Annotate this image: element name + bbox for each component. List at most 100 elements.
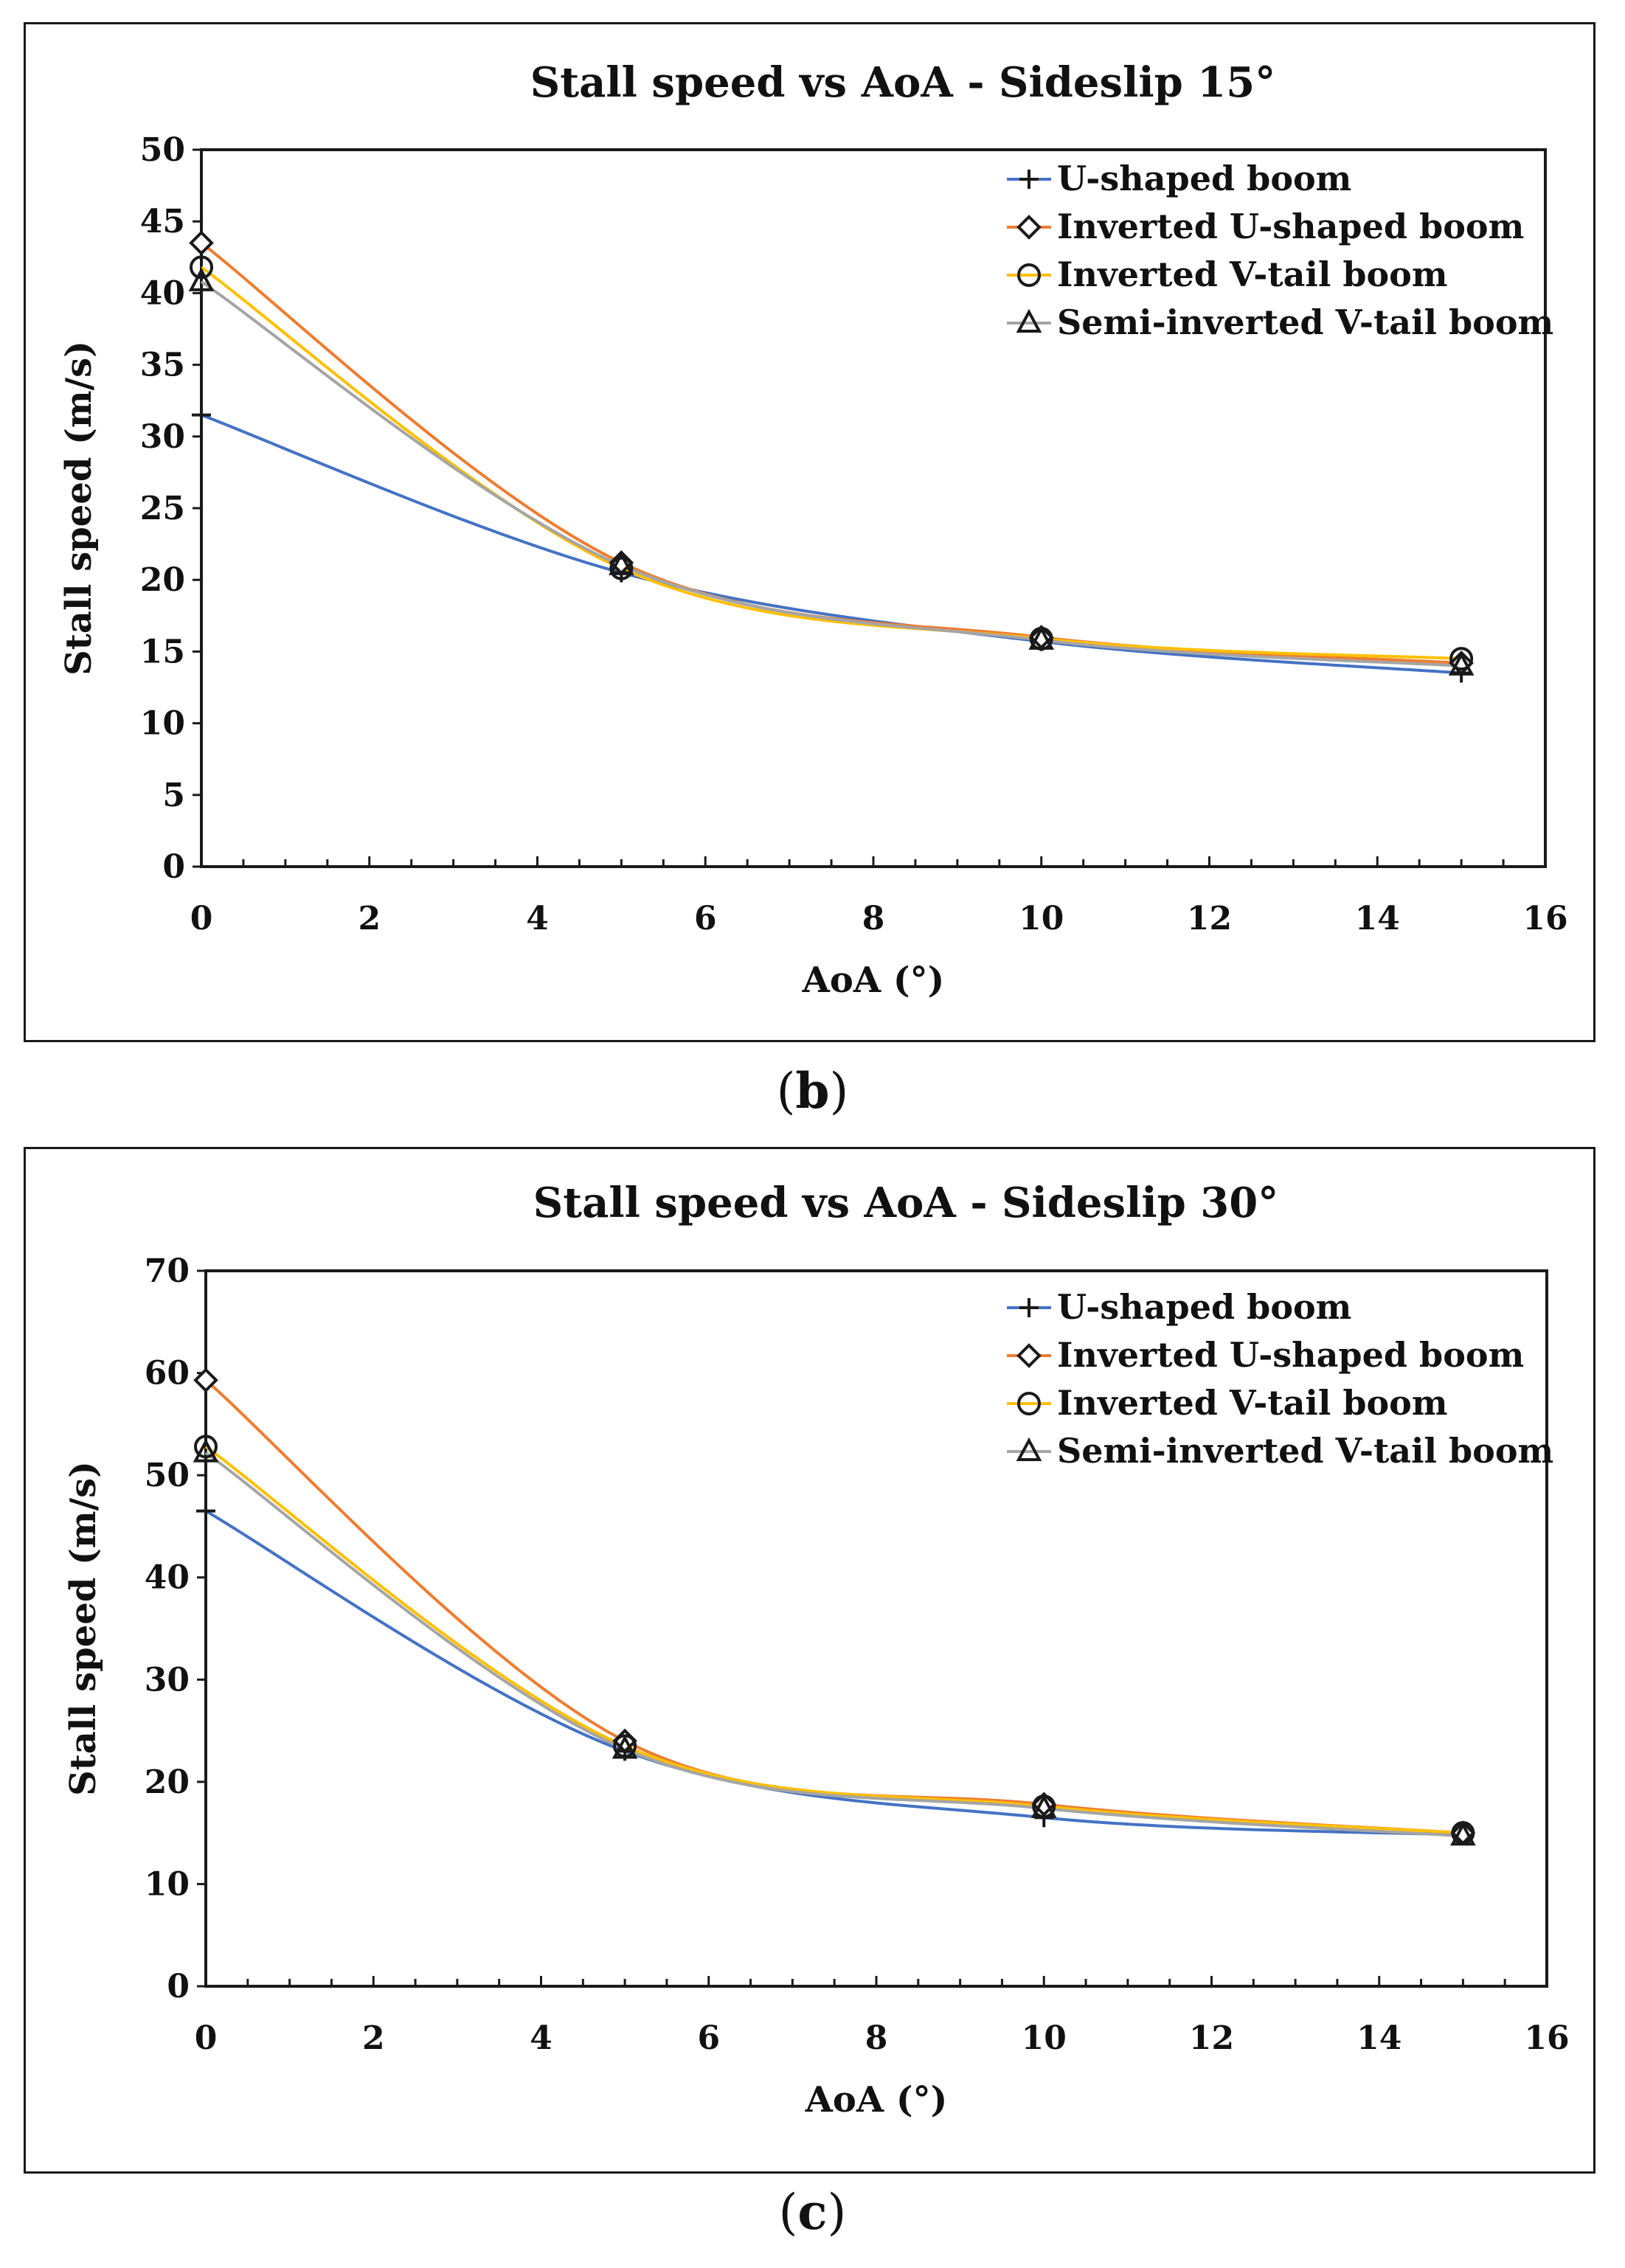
- series-line-1: [205, 1509, 1463, 1837]
- legend-entry-4: Semi-inverted V-tail boom: [1007, 1431, 1553, 1471]
- diamond-marker: [1016, 1343, 1042, 1368]
- x-tick-label: 16: [1522, 900, 1567, 937]
- x-tick-label: 2: [362, 2019, 385, 2057]
- series-line-1: [201, 413, 1462, 675]
- stall-speed-chart-sideslip-30: Stall speed vs AoA - Sideslip 30°0102030…: [63, 1179, 1570, 2120]
- series-line-3: [204, 1445, 1463, 1835]
- triangle-marker: [193, 1438, 219, 1463]
- plot-frame: [204, 1269, 1548, 1988]
- circle-marker: [609, 556, 634, 580]
- legend-entry-1: U-shaped boom: [1007, 159, 1351, 198]
- x-tick-label: 6: [697, 2019, 720, 2057]
- y-tick-label: 35: [140, 347, 185, 384]
- plus-marker: [196, 1501, 215, 1521]
- x-tick-label: 16: [1524, 2019, 1569, 2057]
- y-tick-label: 0: [167, 1968, 190, 2005]
- x-tick-label: 12: [1187, 900, 1232, 937]
- circle-marker: [1017, 1392, 1041, 1415]
- triangle-marker: [1016, 1437, 1042, 1461]
- triangle-marker: [611, 1735, 638, 1759]
- x-tick-label: 0: [195, 2019, 218, 2057]
- chart-title: Stall speed vs AoA - Sideslip 15°: [530, 58, 1275, 107]
- circle-marker: [194, 1435, 218, 1459]
- legend-entry-1: U-shaped boom: [1007, 1287, 1351, 1327]
- series-line-4: [200, 280, 1462, 667]
- plus-marker: [1019, 1298, 1039, 1317]
- series-markers-2: [189, 230, 1474, 676]
- y-tick-label: 50: [140, 131, 185, 169]
- legend-label: Inverted U-shaped boom: [1057, 207, 1524, 246]
- y-tick-label: 20: [140, 561, 185, 599]
- circle-marker: [190, 255, 213, 280]
- y-tick-label: 40: [145, 1559, 190, 1597]
- x-tick-label: 2: [358, 900, 381, 937]
- chart-panel-c: Stall speed vs AoA - Sideslip 30° 0 10 20 30…: [24, 1147, 1595, 2174]
- x-tick-label: 14: [1357, 2019, 1401, 2057]
- y-tick-label: 20: [145, 1764, 190, 1801]
- x-tick-label: 10: [1022, 2019, 1067, 2057]
- legend-label: Inverted V-tail boom: [1057, 254, 1448, 294]
- series-line-4: [204, 1452, 1463, 1838]
- x-tick-label: 12: [1189, 2019, 1234, 2057]
- caption-c: (c): [778, 2183, 847, 2241]
- triangle-marker: [1028, 625, 1055, 650]
- y-tick-label: 25: [140, 490, 185, 527]
- legend-label: U-shaped boom: [1057, 159, 1351, 198]
- series-markers-1: [192, 405, 1472, 683]
- y-tick-label: 30: [145, 1661, 190, 1699]
- legend-label: Inverted V-tail boom: [1057, 1383, 1448, 1423]
- triangle-marker: [1450, 1822, 1476, 1846]
- chart-title: Stall speed vs AoA - Sideslip 30°: [533, 1179, 1278, 1227]
- triangle-marker: [1016, 308, 1042, 333]
- y-tick-label: 30: [140, 418, 185, 456]
- x-tick-label: 10: [1019, 900, 1064, 937]
- x-tick-label: 0: [190, 900, 213, 937]
- x-tick-label: 14: [1355, 900, 1400, 937]
- legend-entry-3: Inverted V-tail boom: [1007, 254, 1448, 294]
- x-tick-label: 8: [865, 2019, 888, 2057]
- y-tick-label: 45: [140, 203, 185, 240]
- legend-entry-2: Inverted U-shaped boom: [1007, 1335, 1524, 1375]
- diamond-marker: [193, 1367, 218, 1393]
- y-tick-label: 70: [145, 1252, 190, 1290]
- y-tick-label: 60: [145, 1355, 190, 1393]
- circle-marker: [1449, 647, 1474, 671]
- y-tick-label: 10: [145, 1865, 190, 1903]
- y-axis-label: Stall speed (m/s): [63, 1461, 104, 1796]
- caption-b: (b): [776, 1062, 849, 1120]
- stall-speed-chart-sideslip-15: Stall speed vs AoA - Sideslip 15° 0 5 10 15 2…: [58, 58, 1568, 1001]
- legend-entry-2: Inverted U-shaped boom: [1007, 207, 1524, 246]
- triangle-marker: [188, 267, 215, 291]
- y-tick-label: 40: [140, 274, 185, 312]
- y-tick-label: 10: [140, 705, 185, 743]
- y-tick-label: 5: [162, 777, 185, 814]
- x-tick-label: 4: [530, 2019, 552, 2057]
- plus-marker: [1019, 170, 1039, 189]
- circle-marker: [1017, 263, 1041, 287]
- legend-label: Inverted U-shaped boom: [1057, 1335, 1524, 1375]
- x-tick-label: 4: [526, 900, 549, 937]
- series-line-3: [200, 266, 1462, 661]
- triangle-marker: [1030, 1794, 1057, 1818]
- x-tick-label: 6: [694, 900, 717, 937]
- x-axis-label: AoA (°): [805, 2079, 948, 2120]
- y-tick-label: 15: [140, 633, 185, 670]
- legend-label: Semi-inverted V-tail boom: [1057, 1431, 1553, 1471]
- y-axis-label: Stall speed (m/s): [58, 341, 100, 676]
- triangle-marker: [609, 551, 634, 575]
- series-markers-4: [188, 267, 1475, 676]
- x-tick-label: 8: [862, 900, 885, 937]
- y-tick-label: 0: [162, 848, 185, 886]
- diamond-marker: [1016, 215, 1042, 240]
- legend-entry-3: Inverted V-tail boom: [1007, 1383, 1448, 1423]
- diamond-marker: [189, 230, 214, 256]
- plus-marker: [192, 405, 211, 425]
- legend-label: U-shaped boom: [1057, 1287, 1351, 1327]
- legend-entry-4: Semi-inverted V-tail boom: [1007, 302, 1553, 342]
- y-tick-label: 50: [145, 1457, 190, 1494]
- legend-label: Semi-inverted V-tail boom: [1057, 302, 1553, 342]
- x-axis-label: AoA (°): [802, 960, 945, 1001]
- series-markers-4: [193, 1438, 1476, 1846]
- triangle-marker: [1448, 651, 1475, 676]
- series-markers-3: [194, 1435, 1475, 1845]
